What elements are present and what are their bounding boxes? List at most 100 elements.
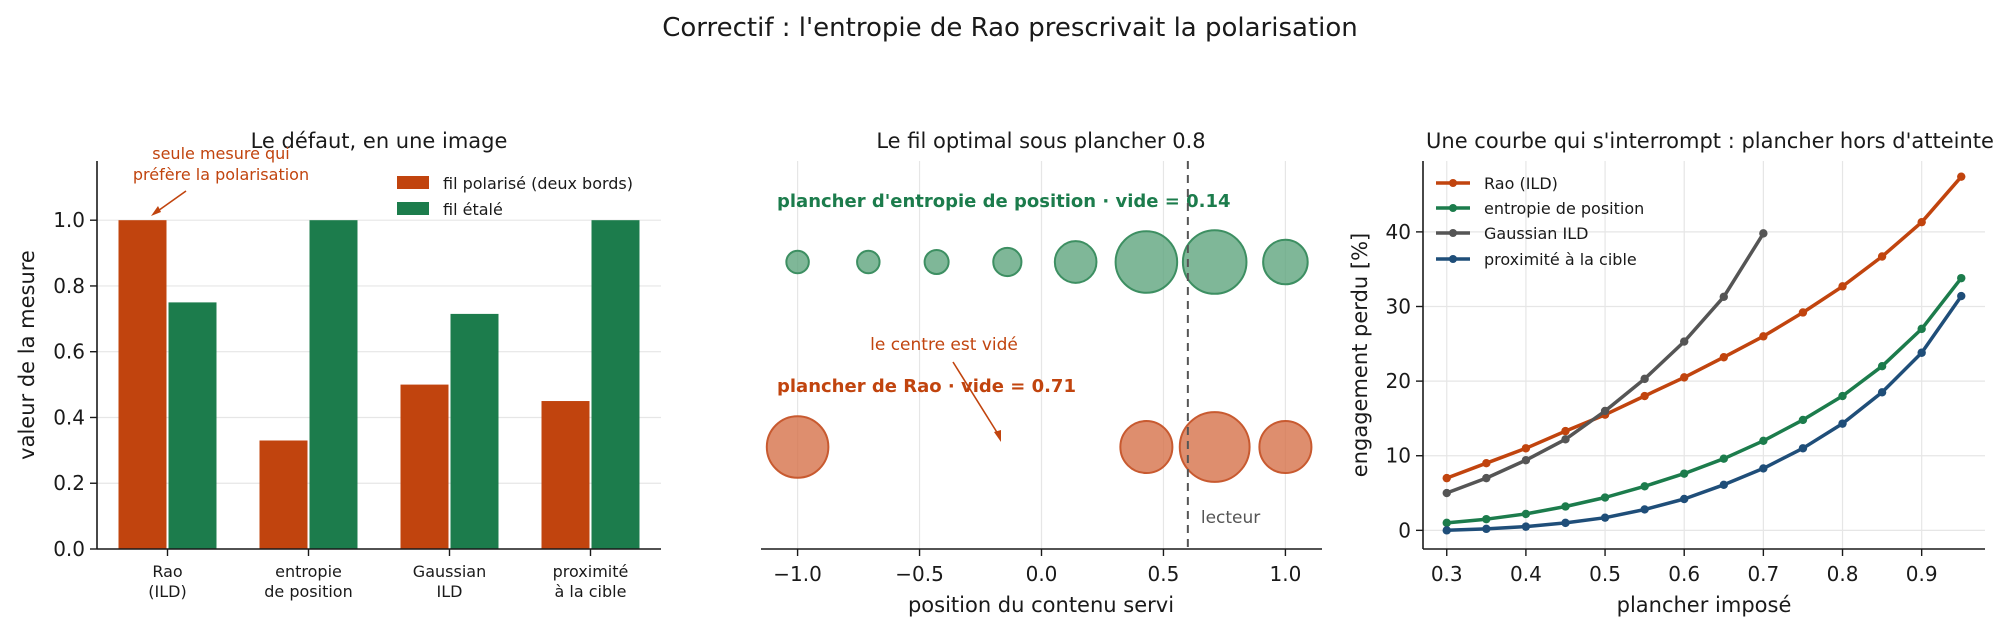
point-position-entropy [1877, 361, 1887, 371]
panel2-xtick-label: −0.5 [895, 562, 944, 586]
point-rao [1640, 391, 1649, 401]
panel1-xtick-label: à la cible [555, 582, 627, 601]
point-proximity [1917, 348, 1926, 357]
point-proximity [1759, 464, 1768, 473]
point-position-entropy [1482, 514, 1491, 524]
panel3-xtick-label: 0.6 [1668, 562, 1700, 586]
legend-marker-position-entropy [1449, 204, 1457, 212]
point-position-entropy [1917, 324, 1926, 334]
point-gaussian [1759, 229, 1768, 238]
figure-title: Correctif : l'entropie de Rao prescrivai… [662, 13, 1358, 43]
panel1-xtick-label: Gaussian [413, 562, 486, 581]
point-proximity [1877, 388, 1887, 397]
legend-label-rao: Rao (ILD) [1484, 174, 1558, 193]
panel3-xtick-label: 0.5 [1589, 562, 1621, 586]
point-gaussian [1442, 488, 1451, 498]
point-rao [1917, 217, 1926, 227]
point-rao [1759, 332, 1768, 341]
panel3-ytick-label: 20 [1386, 369, 1411, 393]
panel1-legend: fil polarisé (deux bords) fil étalé [397, 174, 633, 219]
panel1-xtick-label: ILD [437, 582, 463, 601]
legend-label-gaussian: Gaussian ILD [1484, 224, 1588, 243]
bubble-rao [765, 415, 830, 479]
line-rao [1446, 175, 1963, 480]
point-proximity [1640, 505, 1649, 514]
panel3-xtick-label: 0.3 [1431, 562, 1463, 586]
panel3-ytick-label: 10 [1386, 444, 1411, 468]
point-gaussian [1680, 337, 1689, 346]
bubble-position-entropy [1262, 238, 1309, 286]
bar-polarise [118, 220, 167, 549]
line-proximity [1446, 295, 1963, 533]
legend-marker-proximity [1449, 255, 1457, 263]
panel2-xtick-label: −1.0 [773, 562, 822, 586]
panel1-xtick-label: entropie [275, 562, 342, 581]
annotation-line-1: seule mesure qui [152, 144, 290, 163]
panel3-ytick-label: 40 [1386, 220, 1411, 244]
bubble-position-entropy [1053, 240, 1098, 284]
panel3-xtick-label: 0.8 [1827, 562, 1859, 586]
bar-etale [168, 302, 217, 549]
panel1-xtick-label: (ILD) [148, 582, 186, 601]
point-position-entropy [1719, 454, 1728, 463]
point-position-entropy [1561, 502, 1570, 511]
point-proximity [1680, 494, 1689, 504]
panel2-title: Le fil optimal sous plancher 0.8 [876, 129, 1205, 153]
point-gaussian [1482, 473, 1491, 483]
point-position-entropy [1838, 391, 1847, 401]
panel1-title: Le défaut, en une image [251, 129, 508, 153]
point-gaussian [1521, 456, 1531, 465]
legend-marker-gaussian [1449, 229, 1457, 237]
point-proximity [1957, 291, 1966, 301]
point-rao [1442, 473, 1451, 483]
panel-optimal-thread: Le fil optimal sous plancher 0.8 −1.0 −0.… [761, 129, 1322, 617]
point-rao [1877, 252, 1887, 261]
panel2-xtick-label: 1.0 [1270, 562, 1302, 586]
panel2-xtick-label: 0.5 [1148, 562, 1180, 586]
point-position-entropy [1798, 415, 1808, 425]
panel3-ytick-label: 0 [1398, 518, 1411, 542]
bubble-position-entropy [1181, 229, 1248, 295]
legend-swatch-etale [397, 202, 429, 215]
point-proximity [1838, 419, 1847, 428]
point-position-entropy [1957, 273, 1966, 283]
point-position-entropy [1521, 509, 1531, 519]
bubble-position-entropy [856, 249, 881, 275]
bar-etale [309, 220, 358, 549]
bubble-position-entropy [785, 249, 810, 275]
legend-swatch-polarise [397, 176, 429, 189]
line-position-entropy [1446, 277, 1963, 525]
bar-polarise [541, 401, 590, 549]
legend-label-position-entropy: entropie de position [1484, 199, 1644, 218]
point-proximity [1482, 524, 1491, 534]
point-rao [1680, 373, 1689, 382]
panel1-y-label: valeur de la mesure [15, 250, 39, 460]
panel3-y-label: engagement perdu [%] [1348, 233, 1372, 477]
bubble-position-entropy [992, 246, 1023, 278]
legend-label-proximity: proximité à la cible [1484, 250, 1637, 269]
point-position-entropy [1680, 469, 1689, 478]
point-gaussian [1719, 292, 1728, 301]
panel1-ytick-label: 0.0 [53, 537, 85, 561]
panel1-ytick-label: 0.6 [53, 340, 85, 364]
panel3-xtick-label: 0.7 [1747, 562, 1779, 586]
bar-etale [450, 313, 499, 549]
point-position-entropy [1759, 436, 1768, 446]
panel2-x-label: position du contenu servi [908, 593, 1174, 617]
panel2-annotation: le centre est vidé [870, 335, 1018, 442]
point-position-entropy [1640, 482, 1649, 491]
point-proximity [1561, 518, 1570, 528]
panel-engagement-lines: Une courbe qui s'interrompt : plancher h… [1348, 129, 1994, 617]
point-rao [1798, 308, 1808, 317]
bubble-rao [1119, 419, 1174, 475]
bar-etale [591, 220, 640, 549]
point-rao [1957, 172, 1966, 181]
point-proximity [1600, 513, 1610, 522]
panel3-ytick-label: 30 [1386, 295, 1411, 319]
legend-label-etale: fil étalé [443, 200, 503, 219]
row-label-rao: plancher de Rao · vide = 0.71 [777, 376, 1076, 397]
panel1-ytick-label: 0.2 [53, 471, 85, 495]
point-proximity [1798, 444, 1808, 453]
point-rao [1561, 426, 1570, 436]
